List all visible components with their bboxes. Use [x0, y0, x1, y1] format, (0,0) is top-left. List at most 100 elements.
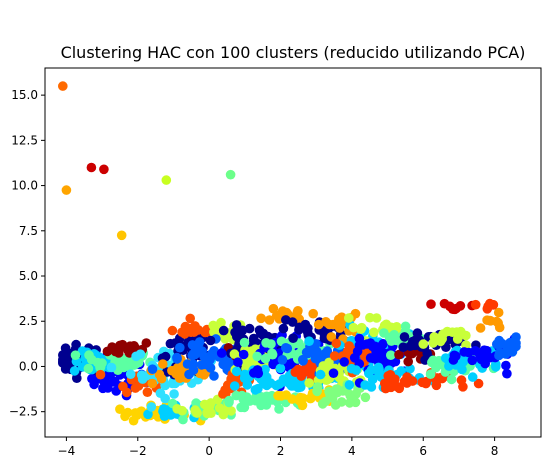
data-point: [396, 366, 407, 376]
data-point: [418, 339, 429, 349]
data-point: [288, 333, 298, 344]
data-point: [328, 368, 339, 379]
data-point: [281, 307, 292, 318]
data-point: [89, 379, 99, 390]
data-point: [158, 359, 168, 369]
data-point: [231, 366, 242, 377]
data-point: [298, 393, 308, 403]
data-point: [446, 374, 457, 385]
data-point: [143, 409, 153, 420]
data-point: [177, 405, 187, 416]
data-point: [450, 304, 460, 315]
data-point: [200, 327, 210, 338]
data-point: [172, 363, 183, 373]
data-point: [141, 338, 152, 348]
x-tick-label: 6: [419, 444, 427, 458]
data-point: [146, 402, 157, 412]
data-point: [483, 301, 493, 312]
data-point: [326, 332, 337, 342]
data-point: [256, 313, 266, 324]
data-point: [494, 335, 505, 346]
data-point: [281, 343, 291, 353]
y-tick-label: 5.0: [19, 269, 38, 283]
data-point: [304, 336, 314, 347]
y-tick-label: −2.5: [9, 405, 38, 419]
data-point: [167, 325, 178, 336]
outlier-point: [86, 162, 97, 173]
data-point: [242, 380, 253, 390]
data-point: [391, 322, 402, 332]
data-point: [386, 350, 396, 361]
data-point: [231, 390, 241, 401]
data-point: [136, 370, 147, 380]
data-point: [205, 335, 216, 346]
data-point: [154, 369, 165, 380]
points-layer: [58, 81, 521, 426]
data-point: [199, 351, 209, 362]
data-point: [268, 303, 279, 314]
data-point: [58, 355, 68, 365]
data-point: [351, 365, 362, 375]
data-point: [239, 402, 250, 413]
data-point: [185, 313, 195, 324]
data-point: [202, 401, 213, 412]
outlier-point: [225, 169, 236, 180]
data-point: [374, 368, 384, 378]
data-point: [191, 407, 202, 418]
data-point: [216, 348, 227, 358]
data-point: [475, 323, 486, 333]
data-point: [252, 351, 262, 362]
y-tick-label: 10.0: [11, 179, 38, 193]
data-point: [293, 364, 304, 375]
data-point: [321, 317, 331, 327]
data-point: [352, 346, 363, 357]
data-point: [493, 318, 504, 328]
data-point: [69, 366, 80, 376]
data-point: [220, 385, 230, 395]
data-point: [481, 353, 492, 364]
data-point: [502, 368, 512, 379]
data-point: [239, 337, 250, 348]
data-point: [354, 333, 365, 344]
data-point: [422, 348, 433, 359]
x-tick-label: 0: [205, 444, 213, 458]
plot-frame: [44, 67, 542, 438]
data-point: [294, 322, 305, 333]
data-point: [470, 299, 481, 310]
y-tick-label: 12.5: [11, 133, 38, 147]
data-point: [274, 379, 285, 389]
x-tick-label: 2: [277, 444, 285, 458]
data-point: [281, 315, 291, 325]
data-point: [452, 334, 463, 344]
outlier-point: [116, 230, 127, 241]
data-point: [467, 355, 478, 366]
data-point: [229, 349, 240, 359]
data-point: [233, 357, 243, 368]
data-point: [240, 358, 251, 368]
data-point: [95, 369, 106, 380]
y-tick-label: 15.0: [11, 88, 38, 102]
data-point: [399, 376, 410, 387]
data-point: [344, 398, 355, 408]
data-point: [344, 313, 354, 323]
data-point: [130, 383, 141, 393]
data-point: [398, 342, 409, 353]
data-point: [261, 378, 272, 388]
data-point: [304, 378, 315, 388]
data-point: [208, 320, 218, 331]
data-point: [447, 327, 458, 338]
data-point: [172, 352, 182, 363]
chart-title: Clustering HAC con 100 clusters (reducid…: [61, 43, 526, 62]
data-point: [438, 329, 448, 339]
data-point: [332, 384, 342, 394]
data-point: [360, 392, 371, 403]
x-tick-label: −4: [58, 444, 76, 458]
data-point: [293, 306, 303, 316]
data-point: [429, 332, 440, 342]
data-point: [331, 338, 342, 349]
data-point: [110, 376, 120, 387]
data-point: [131, 351, 141, 362]
data-point: [421, 376, 432, 387]
data-point: [369, 327, 379, 338]
data-point: [330, 400, 341, 410]
